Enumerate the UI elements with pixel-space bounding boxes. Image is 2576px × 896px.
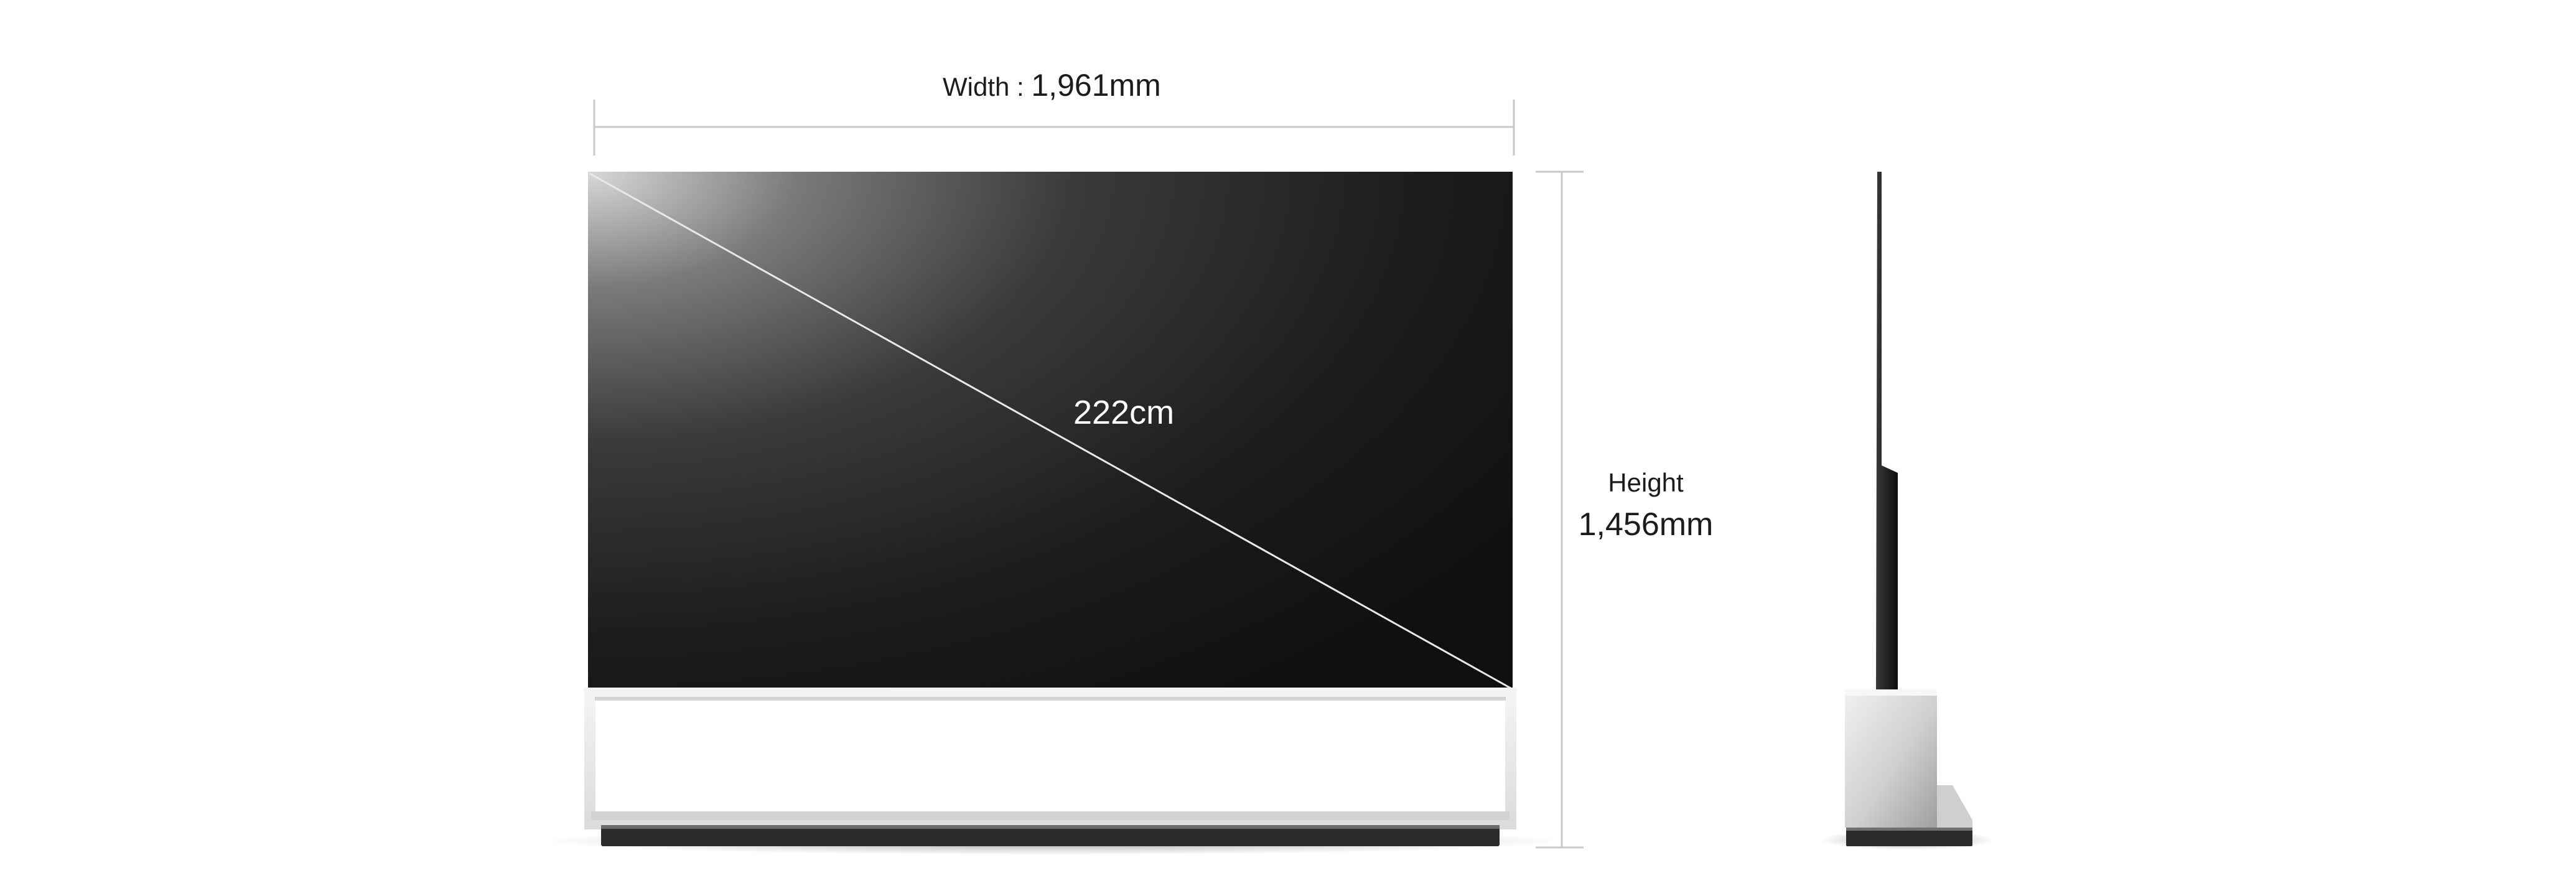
tv-front-view: [541, 172, 1562, 855]
width-caption: Width: [943, 72, 1010, 101]
tv-base: [601, 825, 1500, 846]
width-separator: :: [1009, 72, 1032, 101]
side-stand-box: [1845, 689, 1937, 828]
width-label: Width : 1,961mm: [943, 67, 1161, 103]
tv-side-view: [1820, 172, 1994, 850]
height-dimension-line: [1536, 170, 1584, 849]
width-dimension-line: [593, 100, 1515, 156]
diagonal-line: [589, 172, 1511, 689]
height-value: 1,456mm: [1578, 506, 1714, 543]
side-panel: [1876, 172, 1898, 693]
side-base: [1846, 828, 1972, 846]
height-label: Height 1,456mm: [1568, 470, 1724, 541]
width-value: 1,961mm: [1031, 68, 1161, 103]
height-caption: Height: [1608, 468, 1684, 497]
diagonal-label: 222cm: [1073, 394, 1175, 431]
tv-stand-frame: [584, 688, 1516, 829]
